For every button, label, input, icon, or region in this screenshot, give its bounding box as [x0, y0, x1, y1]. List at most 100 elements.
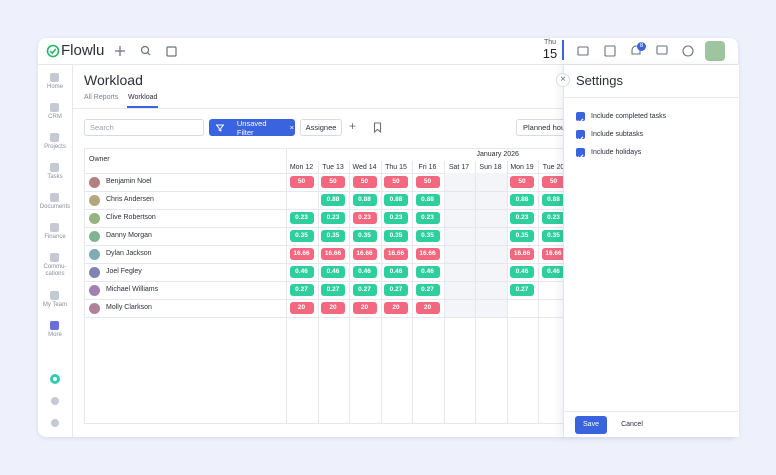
user-avatar[interactable]	[705, 41, 725, 61]
workload-cell: 0.46	[384, 266, 408, 278]
sidebar-item[interactable]: Projects	[44, 144, 66, 150]
day-header: Thu 15	[385, 164, 407, 171]
sidebar-item[interactable]: Tasks	[47, 174, 63, 180]
sidebar-item[interactable]: My Team	[42, 302, 68, 308]
column-divider	[475, 161, 476, 423]
settings-divider	[563, 97, 738, 98]
sidebar-divider	[72, 65, 73, 437]
workload-cell: 0.23	[321, 212, 345, 224]
workload-cell: 50	[510, 176, 534, 188]
owner-name[interactable]: Molly Clarkson	[106, 304, 152, 311]
checkbox[interactable]	[576, 130, 585, 142]
owner-name[interactable]: Benjamin Noel	[106, 178, 152, 185]
owner-name[interactable]: Michael Williams	[106, 286, 159, 293]
filter-label: Unsaved Filter	[236, 118, 267, 137]
column-divider	[349, 161, 350, 423]
workload-cell: 0.35	[541, 230, 563, 242]
owner-name[interactable]: Clive Robertson	[106, 214, 156, 221]
assignee-button[interactable]: Assignee	[300, 119, 342, 136]
bookmark-icon[interactable]	[373, 122, 383, 133]
workload-cell: 0.35	[321, 230, 345, 242]
sidebar-item[interactable]: Home	[46, 84, 63, 90]
settings-panel	[563, 65, 739, 437]
workload-cell: 16.66	[289, 248, 314, 260]
workload-cell: 16.66	[541, 248, 563, 260]
workload-cell: 0.35	[510, 230, 534, 242]
search-box[interactable]: Search	[84, 119, 204, 136]
close-button[interactable]: ×	[556, 73, 570, 87]
workload-cell: 16.66	[415, 248, 440, 260]
tab-active[interactable]: Workload	[128, 94, 158, 101]
workload-cell: 0.23	[352, 212, 377, 224]
workload-cell: 50	[415, 176, 440, 188]
avatar	[89, 177, 100, 188]
workload-cell: 0.88	[415, 194, 440, 206]
workload-cell: 0.27	[415, 284, 440, 296]
sidebar-item[interactable]: Commu- cations	[43, 264, 67, 277]
column-divider	[380, 161, 382, 423]
workload-cell: 50	[321, 176, 345, 188]
header-divider	[85, 173, 563, 174]
workload-cell: 50	[352, 176, 377, 188]
avatar	[89, 231, 100, 242]
day-header: Mon 19	[510, 164, 534, 171]
sidebar-icon	[50, 253, 59, 262]
sidebar-icon	[50, 133, 59, 142]
workload-cell: 0.23	[541, 212, 563, 224]
sidebar-item[interactable]: More	[48, 332, 62, 338]
sidebar-item[interactable]: Documents	[39, 204, 71, 210]
column-divider	[412, 161, 413, 423]
workload-cell: 0.35	[352, 230, 377, 242]
workload-cell: 0.88	[352, 194, 377, 206]
sidebar-item[interactable]: Finance	[44, 234, 66, 240]
owner-name[interactable]: Dylan Jackson	[106, 250, 152, 257]
sidebar-item[interactable]: CRM	[48, 114, 62, 120]
filter-button[interactable]: Unsaved Filter ×	[209, 118, 295, 137]
workload-cell: 50	[384, 176, 408, 188]
filter-clear[interactable]: ×	[289, 123, 294, 132]
workload-cell: 0.46	[352, 266, 377, 278]
owner-name[interactable]: Joel Fegley	[106, 268, 142, 275]
checkmark	[577, 136, 584, 142]
day-header: Tue 20	[542, 164, 563, 171]
page-title: Workload	[84, 72, 143, 88]
column-divider	[317, 161, 319, 423]
row-divider	[85, 245, 563, 246]
checkmark	[577, 118, 584, 124]
checkbox[interactable]	[576, 112, 585, 124]
workload-cell: 0.46	[415, 266, 440, 278]
sidebar-icon	[50, 193, 59, 202]
workload-cell: 0.88	[384, 194, 408, 206]
avatar	[89, 303, 100, 314]
workload-cell: 0.46	[321, 266, 345, 278]
date-divider	[562, 40, 564, 60]
owner-name[interactable]: Chris Andersen	[106, 196, 154, 203]
workload-cell: 0.27	[384, 284, 408, 296]
workload-cell: 0.46	[289, 266, 314, 278]
owner-header: Owner	[89, 156, 110, 163]
day-header: Sat 17	[448, 164, 470, 171]
date-day: Thu	[543, 39, 557, 46]
day-header: Fri 16	[418, 164, 437, 171]
owner-name[interactable]: Danny Morgan	[106, 232, 152, 239]
tab-underline	[127, 106, 158, 108]
add-button[interactable]: +	[349, 119, 357, 133]
workload-cell: 0.23	[289, 212, 314, 224]
sidebar-icon	[50, 223, 59, 232]
cancel-button[interactable]: Cancel	[621, 421, 643, 428]
footer-divider	[563, 411, 738, 412]
checkbox[interactable]	[576, 148, 585, 160]
tabs-divider	[72, 108, 563, 109]
assignee-label: Assignee	[305, 123, 337, 132]
topbar-divider	[38, 64, 738, 65]
sidebar-icon	[50, 103, 59, 112]
workload-cell: 50	[289, 176, 314, 188]
day-header: Sun 18	[479, 164, 502, 171]
workload-cell: 16.66	[321, 248, 345, 260]
save-button[interactable]: Save	[575, 416, 607, 434]
column-divider	[443, 161, 445, 423]
tab[interactable]: All Reports	[84, 94, 119, 101]
workload-cell: 0.35	[384, 230, 408, 242]
sidebar-icon	[50, 73, 59, 82]
